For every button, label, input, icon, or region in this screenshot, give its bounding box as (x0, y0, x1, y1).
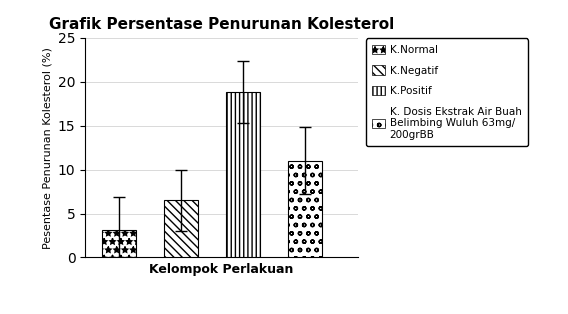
Bar (164, 200, 198, 257)
Legend: K.Normal, K.Negatif, K.Positif, K. Dosis Ekstrak Air Buah
Belimbing Wuluh 63mg/
: K.Normal, K.Negatif, K.Positif, K. Dosis… (366, 39, 528, 146)
Bar (102, 230, 136, 257)
Y-axis label: Pesentase Penurunan Kolesterol (%): Pesentase Penurunan Kolesterol (%) (42, 47, 52, 248)
Bar (226, 92, 260, 257)
Title: Grafik Persentase Penurunan Kolesterol: Grafik Persentase Penurunan Kolesterol (49, 17, 394, 32)
Bar (288, 161, 322, 257)
X-axis label: Kelompok Perlakuan: Kelompok Perlakuan (149, 263, 294, 276)
